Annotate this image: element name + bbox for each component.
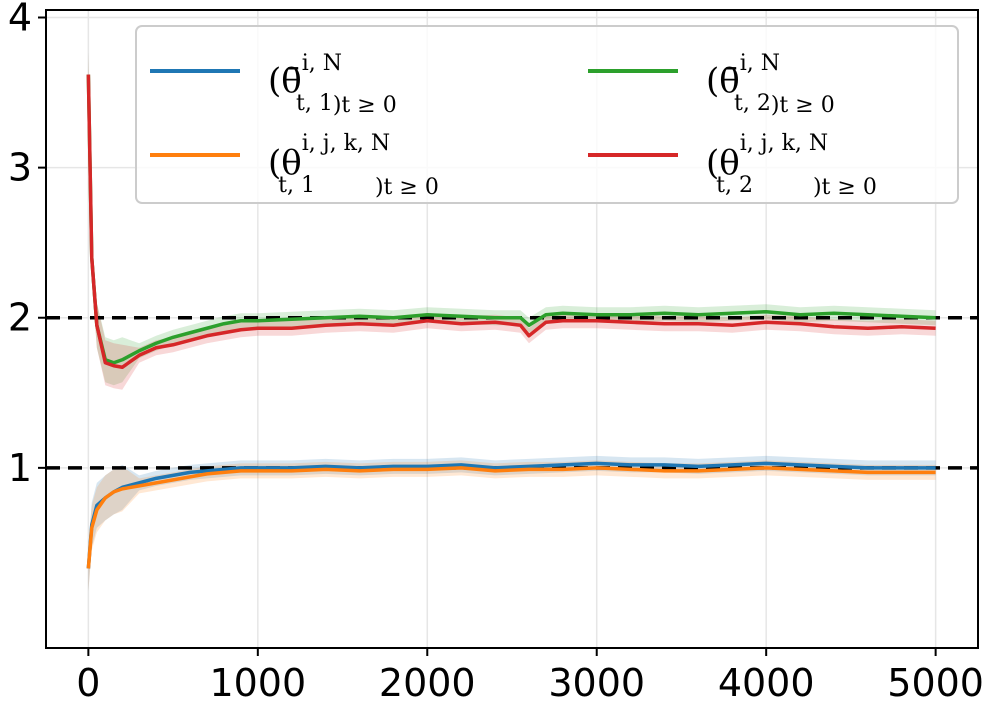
y-tick-label: 4 [8, 0, 32, 40]
series-line-theta_ijk_2 [86, 74, 936, 370]
x-tick-label: 3000 [548, 661, 645, 705]
series-line-theta_ijk_1 [86, 466, 936, 569]
band-theta_ijk_1 [88, 460, 936, 591]
x-tick-label: 1000 [209, 661, 306, 705]
band-theta_ijk_2 [88, 52, 936, 390]
series-line-theta_bar_2 [86, 74, 936, 365]
y-tick-label: 3 [8, 146, 32, 190]
plot-frame [45, 9, 979, 649]
x-tick-label: 4000 [718, 661, 815, 705]
series-lines [86, 74, 936, 569]
legend-box [135, 25, 959, 204]
axis-ticks: 0 1000 2000 3000 4000 5000 1 2 3 4 [8, 0, 984, 705]
x-tick-label: 0 [76, 661, 100, 705]
y-tick-label: 1 [8, 446, 32, 490]
x-tick-label: 2000 [379, 661, 476, 705]
y-tick-label: 2 [8, 296, 32, 340]
x-tick-label: 5000 [887, 661, 984, 705]
series-line-theta_bar_1 [86, 461, 936, 569]
